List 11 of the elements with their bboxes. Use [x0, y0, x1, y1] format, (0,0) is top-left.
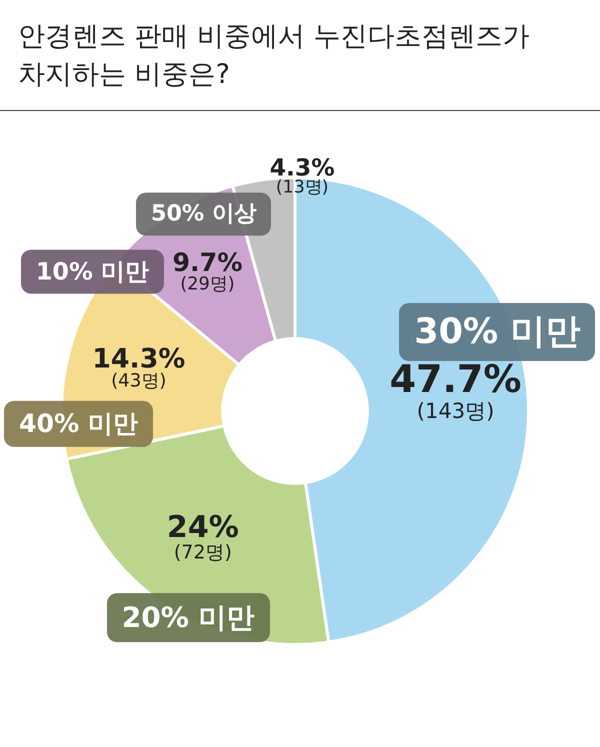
slice-label: 40% 미만: [4, 400, 154, 447]
slice-label: 20% 미만: [106, 593, 270, 643]
chart-title: 안경렌즈 판매 비중에서 누진다초점렌즈가 차지하는 비중은?: [17, 20, 531, 92]
slice-label: 30% 미만: [414, 312, 580, 352]
data-label: 9.7% (29명): [172, 248, 242, 294]
slice-label: 50% 이상: [136, 192, 271, 236]
data-label: 24% (72명): [166, 510, 239, 564]
data-label: 14.3% (43명): [92, 343, 186, 392]
data-label: 47.7% (143명): [390, 357, 522, 424]
data-label: 4.3% (13명): [270, 153, 335, 198]
slice-label: 10% 미만: [20, 249, 164, 294]
